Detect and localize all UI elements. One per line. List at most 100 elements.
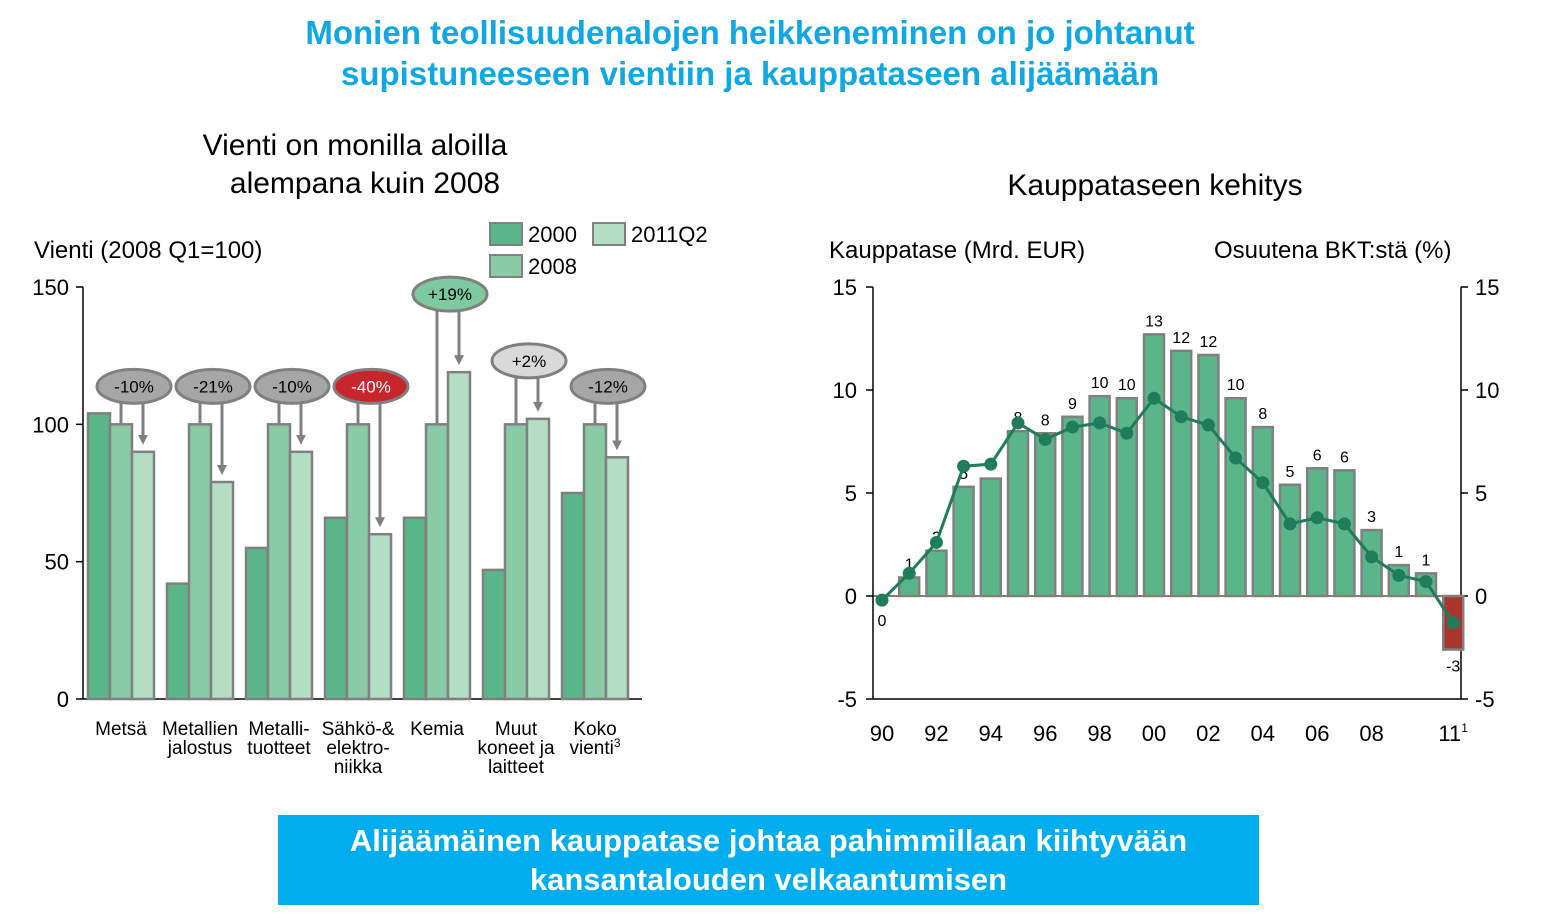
trade-balance-bar-1994: [979, 477, 1003, 598]
gdp-share-point-2001: [1174, 410, 1188, 424]
right-left-y-tick-label: 5: [845, 481, 857, 506]
change-badge-5: [490, 342, 568, 380]
legend-swatch-2008: [489, 254, 523, 278]
right-chart: Kauppataseen kehitys Kauppatase (Mrd. EUR…: [829, 169, 1499, 746]
bar-2008-6: [582, 423, 608, 701]
footnote-marker: 3: [614, 736, 621, 750]
right-left-y-tick-label: 0: [845, 584, 857, 609]
trade-balance-label: 0: [878, 613, 887, 630]
category-label: Muut: [495, 719, 538, 740]
legend-swatch-2011Q2: [592, 222, 626, 246]
trade-balance-label: 8: [1041, 412, 1050, 429]
bar-2000-3: [323, 516, 349, 701]
trade-balance-bar-2006: [1305, 467, 1329, 598]
trade-balance-label: 12: [1200, 334, 1218, 351]
bar-2000-0: [86, 412, 112, 701]
gdp-share-point-1993: [957, 459, 971, 473]
left-y-tick-label: 100: [32, 412, 69, 437]
right-x-tick-label: 02: [1196, 721, 1220, 746]
trade-balance-label: 10: [1227, 377, 1245, 394]
trade-balance-label: 1: [1422, 552, 1431, 569]
left-y-tick-label: 150: [32, 275, 69, 300]
bar-2000-1: [165, 582, 191, 701]
bar-2000-6: [560, 491, 586, 701]
change-badge-label: -40%: [351, 377, 391, 396]
trade-balance-label: 5: [1286, 464, 1295, 481]
bar-2011Q2-5: [525, 417, 551, 701]
right-x-tick-label: 94: [979, 721, 1003, 746]
right-x-tick-label: 06: [1305, 721, 1329, 746]
change-badge-4: [411, 275, 489, 313]
right-right-y-tick-label: 5: [1475, 481, 1487, 506]
bar-2000-5: [481, 568, 507, 701]
trade-balance-label: 8: [1258, 406, 1267, 423]
category-label: koneet ja: [477, 738, 555, 759]
trade-balance-bar-2005: [1278, 483, 1302, 598]
trade-balance-label: 5: [959, 466, 968, 483]
right-x-tick-label: 08: [1359, 721, 1383, 746]
trade-balance-label: 6: [1313, 447, 1322, 464]
category-label: laitteet: [488, 757, 545, 778]
right-left-y-tick-label: 10: [833, 378, 857, 403]
gdp-share-point-1994: [984, 457, 998, 471]
gdp-share-point-1990: [875, 593, 889, 607]
trade-balance-bar-2001: [1169, 349, 1193, 598]
right-x-tick-label: 98: [1087, 721, 1111, 746]
headline-line-1: Monien teollisuudenalojen heikkeneminen …: [305, 14, 1195, 51]
trade-balance-bar-1998: [1088, 394, 1111, 598]
gdp-share-point-2000: [1147, 391, 1161, 405]
change-badge-label: -21%: [193, 377, 233, 396]
right-x-tick-label: 04: [1251, 721, 1275, 746]
category-label: Koko: [573, 719, 616, 740]
banner-line-2: kansantalouden velkaantumisen: [529, 862, 1008, 897]
left-chart: Vienti on monilla aloilla alempana kuin 2…: [32, 129, 707, 778]
conclusion-banner: Alijäämäinen kauppatase johtaa pahimmill…: [278, 815, 1259, 905]
bar-2008-0: [108, 423, 134, 701]
legend-swatch-2000: [489, 222, 523, 246]
trade-balance-label: 13: [1145, 313, 1163, 330]
gdp-share-point-2006: [1310, 511, 1324, 525]
bar-2011Q2-1: [209, 480, 235, 701]
right-x-tick-label: 00: [1142, 721, 1166, 746]
bar-2008-2: [266, 423, 292, 701]
right-right-y-tick-label: 0: [1475, 584, 1487, 609]
headline-line-2: supistuneeseen vientiin ja kauppataseen …: [341, 55, 1159, 92]
change-badge-2: [253, 367, 331, 405]
trade-balance-bar-2002: [1197, 353, 1220, 598]
bar-2008-5: [503, 423, 529, 701]
trade-balance-bar-2003: [1224, 396, 1247, 598]
bar-2011Q2-3: [367, 532, 393, 701]
trade-balance-label: 10: [1118, 377, 1136, 394]
bar-2011Q2-2: [288, 450, 314, 701]
trade-balance-label: 1: [905, 556, 914, 573]
right-left-y-tick-label: -5: [837, 687, 857, 712]
gdp-share-point-2002: [1201, 418, 1215, 432]
category-label: Metsä: [95, 719, 147, 740]
change-badge-1: [174, 367, 252, 405]
trade-balance-bar-2004: [1251, 425, 1275, 598]
trade-balance-label: 1: [1394, 544, 1403, 561]
gdp-share-point-2011: [1446, 616, 1460, 630]
trade-balance-bar-1995: [1006, 429, 1030, 598]
gdp-share-point-2009: [1392, 568, 1406, 582]
left-y-axis-label: Vienti (2008 Q1=100): [34, 237, 262, 264]
right-right-y-tick-label: 15: [1475, 275, 1499, 300]
legend-label-2008: 2008: [528, 254, 577, 279]
gdp-share-point-1996: [1038, 432, 1052, 446]
right-right-y-tick-label: 10: [1475, 378, 1499, 403]
category-label: Kemia: [410, 719, 464, 740]
trade-balance-bar-2007: [1333, 469, 1356, 598]
category-label: elektro-: [326, 738, 389, 759]
category-label: vienti3: [569, 736, 620, 759]
category-label: Sähkö-&: [322, 719, 395, 740]
trade-balance-bar-1997: [1061, 415, 1084, 598]
bar-2000-2: [244, 546, 270, 701]
right-chart-title: Kauppataseen kehitys: [1007, 169, 1302, 202]
category-label: jalostus: [167, 738, 232, 759]
legend-label-2011Q2: 2011Q2: [631, 222, 708, 247]
gdp-share-point-2010: [1419, 575, 1433, 589]
trade-balance-bar-1996: [1033, 432, 1057, 598]
trade-balance-label: 12: [1172, 330, 1190, 347]
category-label: Metallien: [162, 719, 238, 740]
